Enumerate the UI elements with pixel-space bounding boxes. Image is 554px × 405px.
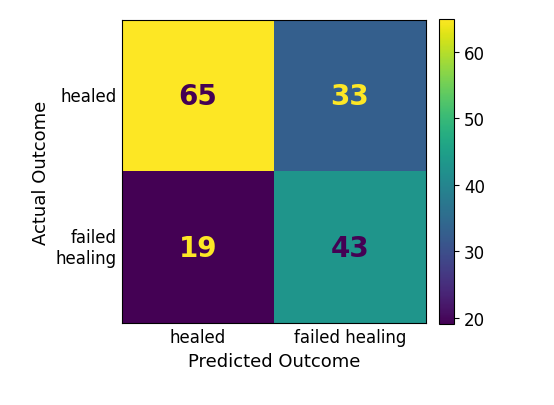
Text: 19: 19 [178,234,217,262]
Y-axis label: Actual Outcome: Actual Outcome [32,100,50,244]
X-axis label: Predicted Outcome: Predicted Outcome [188,352,360,370]
Text: 43: 43 [330,234,369,262]
Text: 33: 33 [330,82,369,110]
Text: 65: 65 [178,82,217,110]
